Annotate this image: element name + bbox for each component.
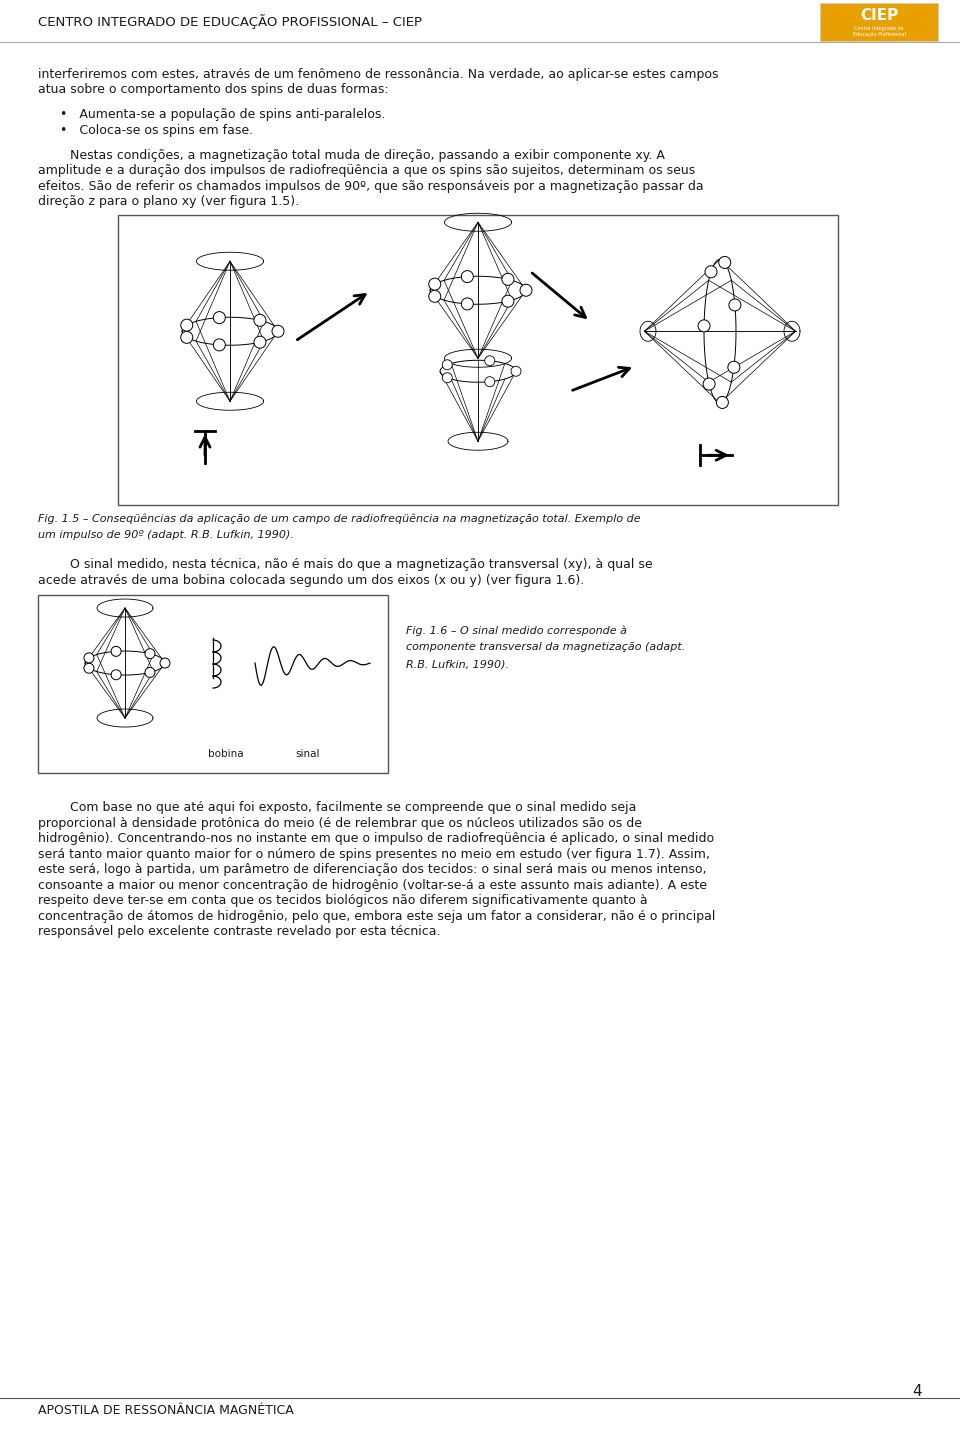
Text: R.B. Lufkin, 1990).: R.B. Lufkin, 1990). <box>406 659 509 670</box>
Circle shape <box>213 339 226 351</box>
Text: direção z para o plano xy (ver figura 1.5).: direção z para o plano xy (ver figura 1.… <box>38 195 300 208</box>
Text: respeito deve ter-se em conta que os tecidos biológicos não diferem significativ: respeito deve ter-se em conta que os tec… <box>38 895 648 908</box>
Text: hidrogênio). Concentrando-nos no instante em que o impulso de radiofreqüência é : hidrogênio). Concentrando-nos no instant… <box>38 833 714 846</box>
Circle shape <box>485 356 494 365</box>
Circle shape <box>213 312 226 323</box>
Text: será tanto maior quanto maior for o número de spins presentes no meio em estudo : será tanto maior quanto maior for o núme… <box>38 848 709 861</box>
Circle shape <box>462 297 473 310</box>
Circle shape <box>429 290 441 303</box>
FancyBboxPatch shape <box>38 596 388 773</box>
Circle shape <box>698 320 710 332</box>
Circle shape <box>254 336 266 348</box>
Text: sinal: sinal <box>295 749 320 759</box>
Circle shape <box>180 332 193 343</box>
Circle shape <box>84 664 94 674</box>
Circle shape <box>272 325 284 338</box>
Circle shape <box>443 372 452 382</box>
Text: consoante a maior ou menor concentração de hidrogênio (voltar-se-á a este assunt: consoante a maior ou menor concentração … <box>38 879 707 892</box>
Circle shape <box>716 397 729 408</box>
Text: CENTRO INTEGRADO DE EDUCAÇÃO PROFISSIONAL – CIEP: CENTRO INTEGRADO DE EDUCAÇÃO PROFISSIONA… <box>38 14 422 29</box>
Text: Fig. 1.5 – Conseqüências da aplicação de um campo de radiofreqüência na magnetiz: Fig. 1.5 – Conseqüências da aplicação de… <box>38 514 640 524</box>
Circle shape <box>160 658 170 668</box>
Circle shape <box>485 377 494 387</box>
Circle shape <box>111 670 121 680</box>
Text: APOSTILA DE RESSONÂNCIA MAGNÉTICA: APOSTILA DE RESSONÂNCIA MAGNÉTICA <box>38 1404 294 1417</box>
Circle shape <box>180 319 193 332</box>
Text: Centro Integrado de
Educação Profissional: Centro Integrado de Educação Profissiona… <box>852 26 905 38</box>
Circle shape <box>254 315 266 326</box>
Text: acede através de uma bobina colocada segundo um dos eixos (x ou y) (ver figura 1: acede através de uma bobina colocada seg… <box>38 574 585 587</box>
Text: •   Aumenta-se a população de spins anti-paralelos.: • Aumenta-se a população de spins anti-p… <box>60 108 385 121</box>
Circle shape <box>511 367 521 377</box>
Circle shape <box>703 378 715 390</box>
Circle shape <box>520 284 532 296</box>
Text: efeitos. São de referir os chamados impulsos de 90º, que são responsáveis por a : efeitos. São de referir os chamados impu… <box>38 179 704 192</box>
FancyBboxPatch shape <box>820 3 938 40</box>
Circle shape <box>729 299 741 310</box>
Text: concentração de átomos de hidrogênio, pelo que, embora este seja um fator a cons: concentração de átomos de hidrogênio, pe… <box>38 909 715 924</box>
Circle shape <box>429 278 441 290</box>
Circle shape <box>145 649 155 658</box>
Text: amplitude e a duração dos impulsos de radiofreqüência a que os spins são sujeito: amplitude e a duração dos impulsos de ra… <box>38 165 695 177</box>
Text: bobina: bobina <box>208 749 244 759</box>
Circle shape <box>705 266 717 277</box>
Text: este será, logo à partida, um parâmetro de diferenciação dos tecidos: o sinal se: este será, logo à partida, um parâmetro … <box>38 863 707 876</box>
Circle shape <box>111 646 121 657</box>
Text: atua sobre o comportamento dos spins de duas formas:: atua sobre o comportamento dos spins de … <box>38 84 389 97</box>
Text: Nestas condições, a magnetização total muda de direção, passando a exibir compon: Nestas condições, a magnetização total m… <box>38 149 665 162</box>
Circle shape <box>719 257 731 268</box>
FancyBboxPatch shape <box>118 215 838 505</box>
Text: interferiremos com estes, através de um fenômeno de ressonância. Na verdade, ao : interferiremos com estes, através de um … <box>38 68 718 81</box>
Circle shape <box>502 273 514 286</box>
Text: CIEP: CIEP <box>860 9 899 23</box>
Text: um impulso de 90º (adapt. R.B. Lufkin, 1990).: um impulso de 90º (adapt. R.B. Lufkin, 1… <box>38 530 294 540</box>
Circle shape <box>443 359 452 369</box>
Text: Fig. 1.6 – O sinal medido corresponde à: Fig. 1.6 – O sinal medido corresponde à <box>406 625 627 636</box>
Circle shape <box>145 668 155 677</box>
Circle shape <box>728 361 740 374</box>
Text: 4: 4 <box>912 1384 922 1400</box>
Text: proporcional à densidade protônica do meio (é de relembrar que os núcleos utiliz: proporcional à densidade protônica do me… <box>38 817 642 830</box>
Circle shape <box>502 296 514 307</box>
Text: Com base no que até aqui foi exposto, facilmente se compreende que o sinal medid: Com base no que até aqui foi exposto, fa… <box>38 801 636 814</box>
Text: componente transversal da magnetização (adapt.: componente transversal da magnetização (… <box>406 642 685 652</box>
Circle shape <box>84 652 94 662</box>
Text: responsável pelo excelente contraste revelado por esta técnica.: responsável pelo excelente contraste rev… <box>38 925 441 938</box>
Text: •   Coloca-se os spins em fase.: • Coloca-se os spins em fase. <box>60 124 253 137</box>
Circle shape <box>462 271 473 283</box>
Text: O sinal medido, nesta técnica, não é mais do que a magnetização transversal (xy): O sinal medido, nesta técnica, não é mai… <box>38 558 653 571</box>
